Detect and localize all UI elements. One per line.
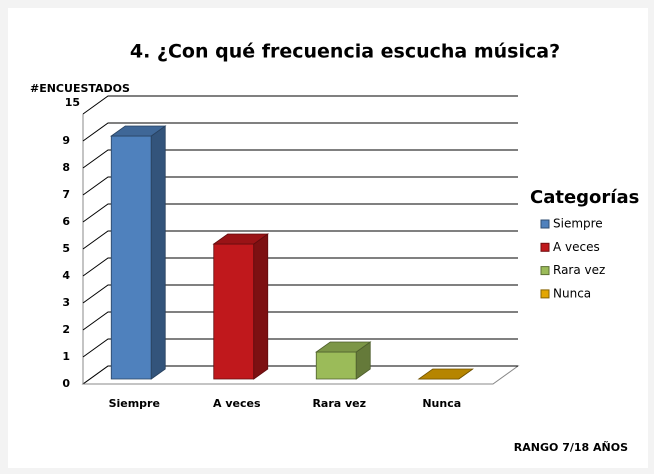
legend-label: Siempre <box>553 217 603 231</box>
y-tick-label: 5 <box>62 242 70 255</box>
bar-top <box>315 341 372 353</box>
bar <box>315 341 372 380</box>
legend-swatch <box>540 219 550 229</box>
legend-swatch <box>540 289 550 299</box>
y-tick-label: 1 <box>62 350 70 363</box>
grid-line <box>82 257 518 277</box>
grid-line <box>82 311 518 331</box>
grid-line <box>82 284 518 304</box>
grid-line <box>82 122 518 142</box>
x-tick-label: Rara vez <box>312 397 366 410</box>
bar <box>110 125 167 380</box>
legend-swatch <box>540 266 550 276</box>
y-axis-label: #ENCUESTADOS <box>30 82 130 95</box>
grid-line <box>82 338 518 358</box>
legend-label: A veces <box>553 240 600 254</box>
y-tick-label: 9 <box>62 134 70 147</box>
grid-line <box>82 203 518 223</box>
bar-top <box>212 233 269 245</box>
grid-line <box>82 176 518 196</box>
bar-top <box>110 125 167 137</box>
legend-label: Nunca <box>553 286 591 300</box>
legend-label: Rara vez <box>553 263 605 277</box>
y-tick-label: 15 <box>65 96 80 109</box>
y-tick-label: 0 <box>62 377 70 390</box>
y-tick-label: 2 <box>62 323 70 336</box>
y-tick-label: 4 <box>62 269 70 282</box>
y-tick-label: 6 <box>62 215 70 228</box>
bar-front <box>110 135 152 380</box>
y-tick-label: 8 <box>62 161 70 174</box>
grid-line <box>82 230 518 250</box>
legend-title: Categorías <box>530 187 639 208</box>
x-tick-label: Siempre <box>109 397 160 410</box>
grid-line <box>82 365 518 385</box>
legend-swatch <box>540 242 550 252</box>
note: RANGO 7/18 AÑOS <box>514 441 628 454</box>
bar-top <box>417 368 474 380</box>
bar <box>212 233 269 380</box>
grid-line <box>82 149 518 169</box>
bar-front <box>213 243 255 380</box>
bar-side <box>253 233 269 380</box>
y-tick-label: 3 <box>62 296 70 309</box>
bar <box>417 368 474 380</box>
bar-side <box>150 125 166 380</box>
bar-front <box>315 351 357 380</box>
x-tick-label: Nunca <box>422 397 461 410</box>
chart-title: 4. ¿Con qué frecuencia escucha música? <box>130 41 560 63</box>
x-tick-label: A veces <box>213 397 261 410</box>
grid-line <box>82 95 518 115</box>
y-tick-label: 7 <box>62 188 70 201</box>
